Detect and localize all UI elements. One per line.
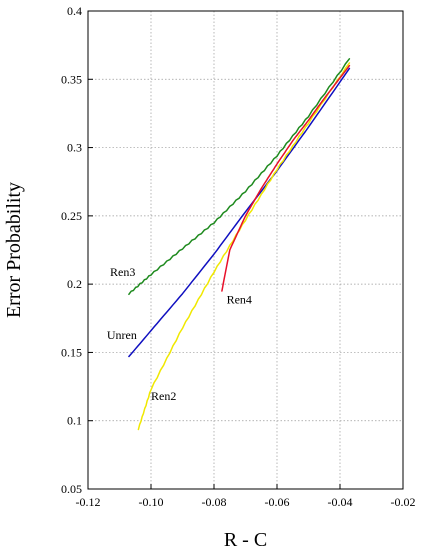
y-tick-label: 0.3 bbox=[67, 141, 82, 155]
series-line-unren bbox=[128, 67, 351, 358]
plot-frame bbox=[87, 10, 404, 490]
y-tick-label: 0.05 bbox=[61, 482, 82, 496]
axis-ticks bbox=[87, 10, 404, 490]
x-tick-label: -0.06 bbox=[265, 495, 290, 509]
y-tick-label: 0.1 bbox=[67, 414, 82, 428]
series-label-ren4: Ren4 bbox=[227, 292, 252, 306]
series-line-ren4 bbox=[221, 64, 351, 292]
x-tick-label: -0.04 bbox=[328, 495, 353, 509]
y-tick-label: 0.4 bbox=[67, 4, 82, 18]
series-line-ren2 bbox=[137, 62, 351, 431]
y-axis-tick-labels: 0.05 0.1 0.15 0.2 0.25 0.3 0.35 0.4 bbox=[61, 4, 82, 496]
y-tick-label: 0.35 bbox=[61, 72, 82, 86]
x-axis-title: R - C bbox=[224, 529, 267, 551]
x-tick-label: -0.02 bbox=[391, 495, 416, 509]
series-label-unren: Unren bbox=[107, 328, 137, 342]
y-tick-label: 0.2 bbox=[67, 277, 82, 291]
grid-lines bbox=[88, 11, 403, 489]
y-tick-label: 0.15 bbox=[61, 345, 82, 359]
series-label-ren3: Ren3 bbox=[110, 265, 135, 279]
series-label-ren2: Ren2 bbox=[151, 389, 176, 403]
x-tick-label: -0.08 bbox=[202, 495, 227, 509]
y-axis-title: Error Probability bbox=[3, 182, 25, 318]
series-line-ren3 bbox=[128, 58, 351, 296]
series-labels: Ren3 Unren Ren2 Ren4 bbox=[107, 265, 252, 403]
x-tick-label: -0.10 bbox=[139, 495, 164, 509]
x-tick-label: -0.12 bbox=[76, 495, 101, 509]
series-lines bbox=[128, 58, 351, 431]
x-axis-tick-labels: -0.12 -0.10 -0.08 -0.06 -0.04 -0.02 bbox=[76, 495, 416, 509]
y-tick-label: 0.25 bbox=[61, 209, 82, 223]
